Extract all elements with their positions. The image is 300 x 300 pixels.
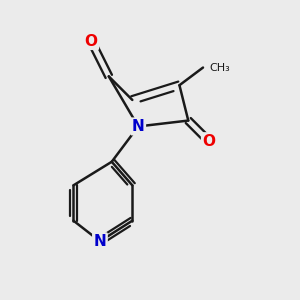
Text: O: O — [202, 134, 215, 149]
Text: O: O — [85, 34, 98, 49]
Text: N: N — [94, 234, 106, 249]
Text: N: N — [132, 119, 145, 134]
Text: CH₃: CH₃ — [209, 63, 230, 73]
